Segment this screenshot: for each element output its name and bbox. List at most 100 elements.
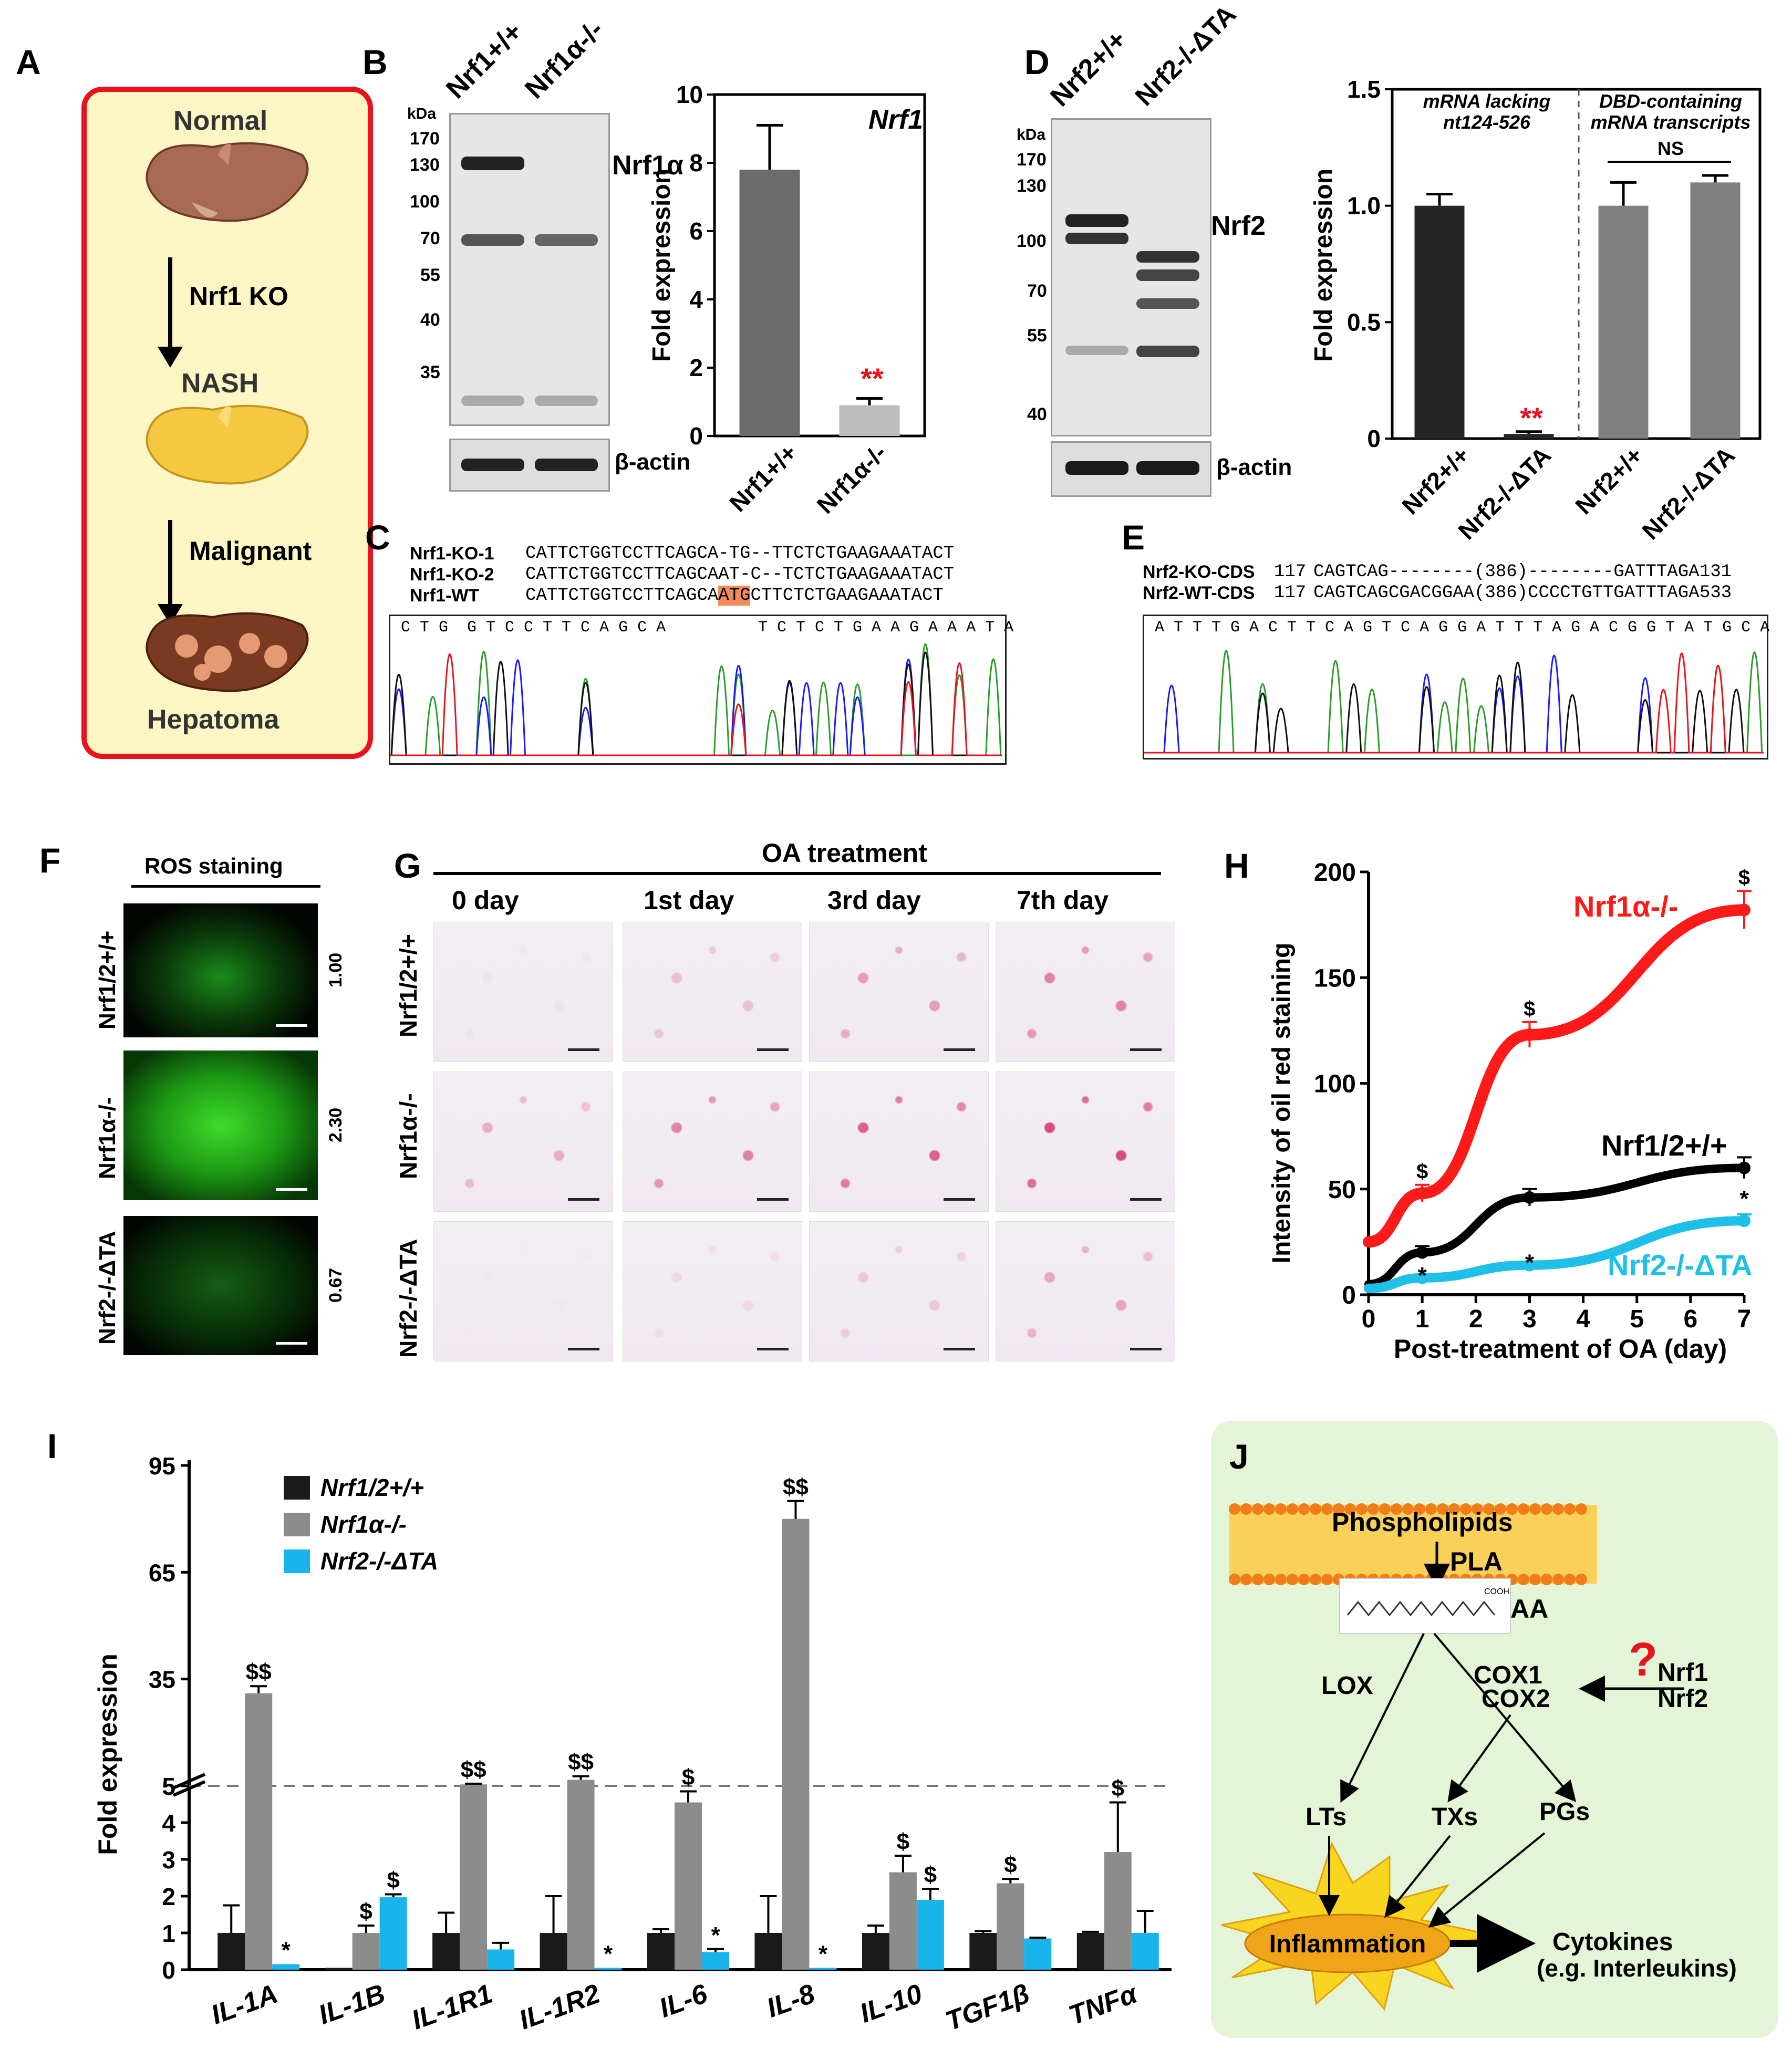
chart-h-xtick-label: 1 <box>1415 1305 1430 1333</box>
e-end-wt: 533 <box>1700 583 1732 603</box>
marker-d-70: 70 <box>1027 281 1047 301</box>
chart-h-xtick-label: 7 <box>1737 1305 1752 1333</box>
membrane-bead <box>1333 1503 1344 1515</box>
inflammation-label: Inflammation <box>1269 1930 1426 1958</box>
panel-label-g: G <box>394 846 421 885</box>
membrane-bead <box>1287 1574 1298 1585</box>
chart-i-annotation: $ <box>1112 1776 1124 1802</box>
chromatogram-e: A T T T G A C T T C A G T C A G G A T T … <box>1143 615 1769 760</box>
oa-micrograph <box>809 1221 989 1361</box>
chart-i-annotation: * <box>282 1938 291 1963</box>
actin-blot-d <box>1051 441 1211 497</box>
chart-b-ytick-label: 4 <box>689 286 703 313</box>
chart-i-xlabel: TNFα <box>1065 1978 1143 2031</box>
chart-d-ylabel: Fold expression <box>1310 169 1338 362</box>
e-seq-ko: CAGTCAG--------(386)--------GATTTAGA <box>1313 562 1700 582</box>
membrane-bead <box>1529 1574 1541 1585</box>
chart-h-line-2 <box>1364 1216 1749 1293</box>
lts-label: LTs <box>1306 1803 1346 1831</box>
membrane-bead <box>1263 1503 1275 1515</box>
question-mark: ? <box>1629 1634 1658 1686</box>
chart-i-ytick-label: 3 <box>162 1846 175 1874</box>
arrow-nrf1-ko <box>168 257 172 352</box>
chart-d-bar <box>1598 205 1649 439</box>
membrane-bead <box>1356 1503 1368 1515</box>
pla-label: PLA <box>1450 1547 1503 1576</box>
panel-label-j: J <box>1229 1437 1249 1476</box>
chart-i-ylabel: Fold expression <box>93 1653 122 1855</box>
chart-i-xlabel: IL-10 <box>856 1979 926 2029</box>
chart-i-annotation: * <box>819 1941 828 1967</box>
chart-i-xlabel: IL-1B <box>315 1979 389 2031</box>
chart-h-sig-dollar: $ <box>1738 866 1750 889</box>
chart-i-legend-swatch <box>284 1513 310 1536</box>
chart-i-bar <box>379 1897 407 1970</box>
membrane-bead <box>1495 1503 1506 1515</box>
chart-i-bar <box>862 1933 889 1970</box>
chart-i-bar <box>809 1968 837 1970</box>
seq-ko1: CATTCTGGTCCTTCAGCA-TG--TTCTCTGAAGAAATACT <box>525 544 955 564</box>
oa-micrograph <box>433 1221 613 1361</box>
panel-label-b: B <box>362 43 388 81</box>
label-nrf1-ko: Nrf1 KO <box>189 282 288 311</box>
oa-micrograph <box>809 1072 989 1212</box>
pgs-label: PGs <box>1539 1798 1590 1826</box>
chart-i-bar <box>540 1933 567 1970</box>
membrane-bead <box>1552 1574 1564 1585</box>
marker-d-40: 40 <box>1027 404 1047 424</box>
membrane-bead <box>1310 1503 1321 1515</box>
chart-b-title: Nrf1 <box>868 105 923 135</box>
oa-micrograph <box>433 922 613 1062</box>
membrane-bead <box>1425 1503 1437 1515</box>
chart-i-bar <box>969 1933 997 1970</box>
chromatogram-trace <box>390 653 1002 756</box>
seq-name-ko2: Nrf1-KO-2 <box>410 565 494 585</box>
chart-d-right-note-1: DBD-containing <box>1599 90 1742 112</box>
oa-micrograph <box>433 1072 613 1212</box>
marker-d-130: 130 <box>1017 176 1047 196</box>
chromatogram-c: C T G G T C C T T C A G C A T C T C T G … <box>389 615 1013 765</box>
panel-label-h: H <box>1224 846 1249 885</box>
phospholipids-label: Phospholipids <box>1332 1507 1513 1537</box>
chart-b-bar <box>739 170 800 436</box>
nrf1-label: Nrf1 <box>1658 1659 1708 1687</box>
stage-hepatoma: Hepatoma <box>147 704 279 735</box>
chart-d-xlabel-2: Nrf2+/+ <box>1570 441 1648 519</box>
cox2-label: COX2 <box>1482 1685 1550 1713</box>
chart-h-xtick-label: 0 <box>1362 1305 1376 1333</box>
chart-h-line-0 <box>1363 904 1750 1248</box>
kda-label-b: kDa <box>407 105 437 122</box>
membrane-bead <box>1460 1503 1472 1515</box>
marker-b-35: 35 <box>420 362 440 382</box>
band-label-nrf2: Nrf2 <box>1211 211 1266 241</box>
oa-micrograph <box>996 922 1175 1062</box>
oa-title-line <box>433 872 1161 875</box>
chart-b-ytick-label: 8 <box>689 149 703 176</box>
actin-blot-b <box>449 439 610 492</box>
chart-b-ytick-label: 6 <box>689 217 703 245</box>
chart-i-xlabel: IL-1R2 <box>515 1979 604 2036</box>
membrane-bead <box>1576 1503 1587 1515</box>
membrane-bead <box>1321 1503 1333 1515</box>
txs-label: TXs <box>1432 1803 1478 1831</box>
chart-i-bar <box>1076 1933 1104 1970</box>
chart-b-ytick-label: 0 <box>689 422 703 450</box>
chart-i-legend-label: Nrf2-/-ΔTA <box>320 1547 438 1575</box>
ros-value-wt: 1.00 <box>326 952 346 987</box>
chart-h-label-wt: Nrf1/2+/+ <box>1601 1129 1727 1162</box>
membrane-bead <box>1564 1503 1576 1515</box>
membrane-bead <box>1275 1503 1287 1515</box>
chart-b-axes <box>713 93 926 438</box>
oa-col-3: 7th day <box>1017 886 1109 915</box>
chart-i-bar <box>702 1952 729 1970</box>
ros-row-nrf2ko: Nrf2-/-ΔTA <box>95 1231 120 1345</box>
chart-i-xlabel: IL-1R1 <box>408 1979 496 2036</box>
panel-label-d: D <box>1024 43 1050 81</box>
ros-row-wt: Nrf1/2+/+ <box>95 930 120 1029</box>
seq-name-wt: Nrf1-WT <box>410 586 480 606</box>
chart-i-ytick-label: 65 <box>149 1559 175 1586</box>
marker-d-170: 170 <box>1017 150 1047 170</box>
panel-label-e: E <box>1122 518 1145 557</box>
lane-label-nrf2-wt: Nrf2+/+ <box>1044 24 1133 113</box>
stage-normal: Normal <box>173 106 268 136</box>
